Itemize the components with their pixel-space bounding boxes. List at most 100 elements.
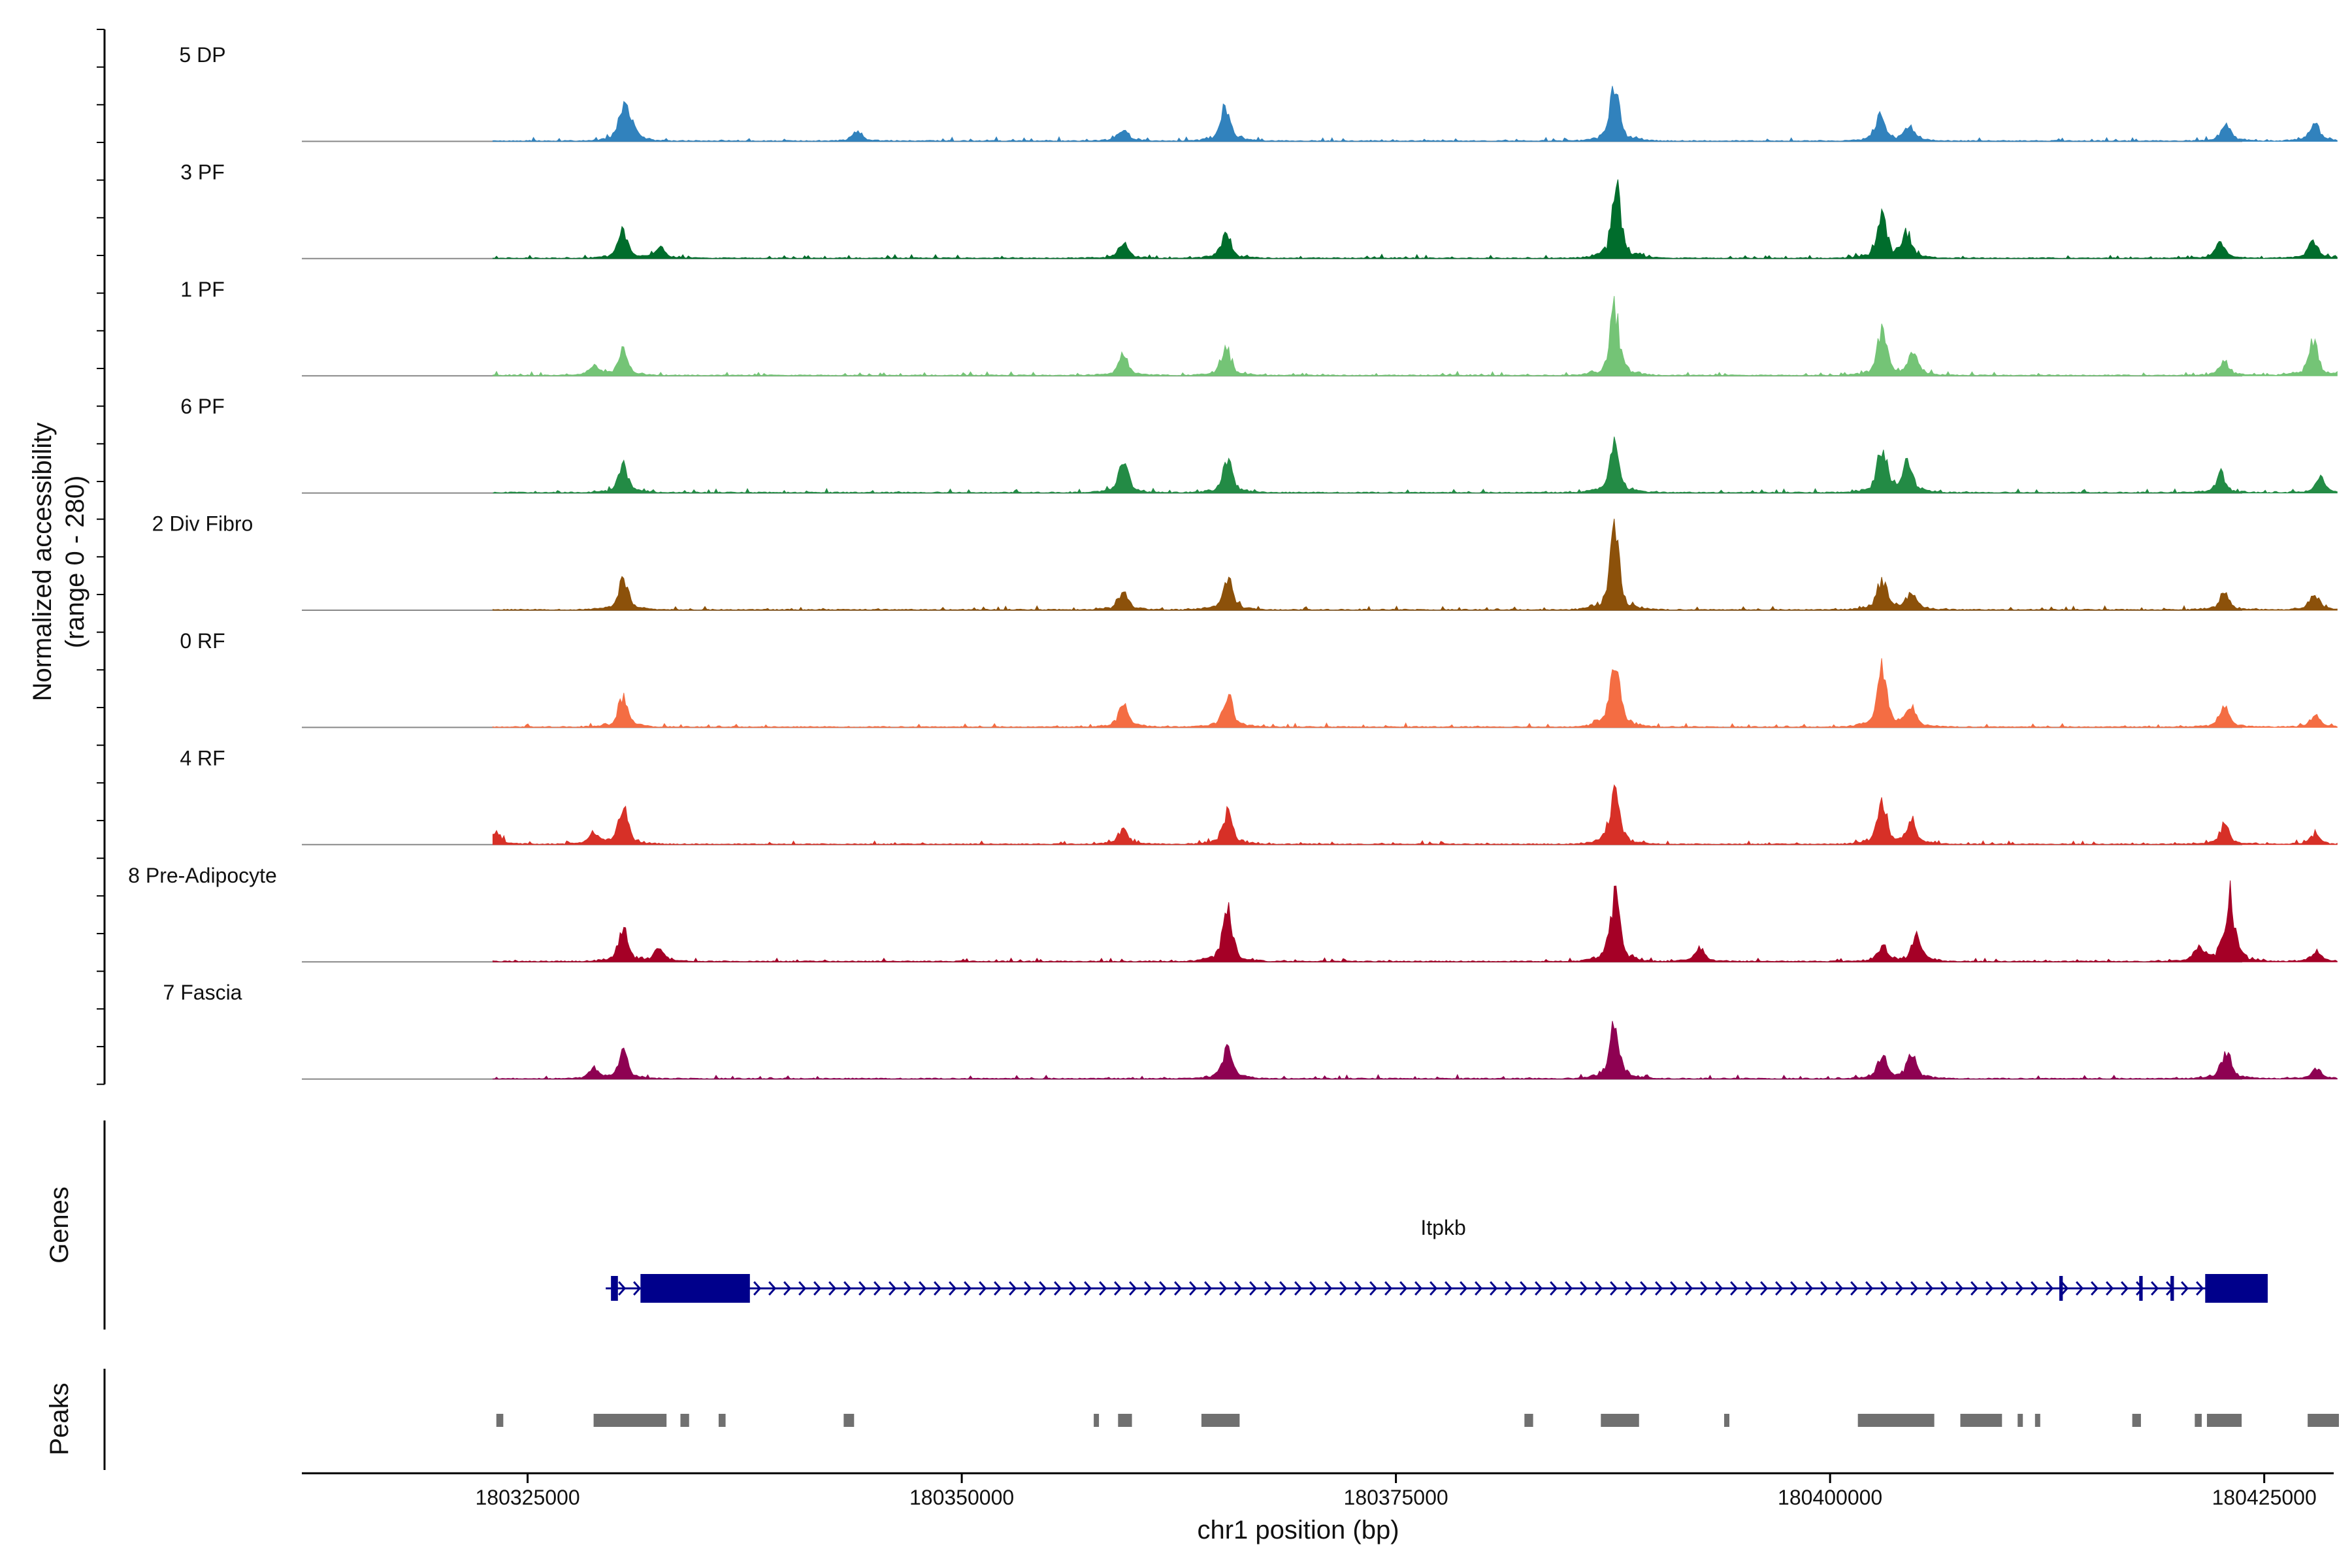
strand-arrow <box>1745 1281 1754 1296</box>
strand-arrow <box>1955 1281 1964 1296</box>
strand-arrow <box>1144 1281 1152 1296</box>
strand-arrow <box>1384 1281 1393 1296</box>
strand-arrow <box>979 1281 987 1296</box>
strand-arrow <box>994 1281 1002 1296</box>
strand-arrow <box>1835 1281 1844 1296</box>
strand-arrow <box>1715 1281 1723 1296</box>
strand-arrow <box>1249 1281 1258 1296</box>
exon <box>2059 1276 2063 1301</box>
track-2-div-fibro: 2 Div Fibro <box>152 512 2338 611</box>
track-3-pf: 3 PF <box>180 160 2338 259</box>
strand-arrow <box>1895 1281 1904 1296</box>
strand-arrow <box>1460 1281 1468 1296</box>
peak-region <box>1524 1414 1533 1427</box>
strand-arrow <box>828 1281 837 1296</box>
strand-arrow <box>1039 1281 1047 1296</box>
x-tick-label: 180325000 <box>475 1486 580 1509</box>
strand-arrow <box>1520 1281 1528 1296</box>
peak-region <box>1724 1414 1729 1427</box>
strand-arrow <box>1279 1281 1288 1296</box>
strand-arrow <box>1970 1281 1979 1296</box>
peak-region <box>1201 1414 1240 1427</box>
axes: Normalized accessibility (range 0 - 280) 1… <box>28 29 2334 1544</box>
x-tick-label: 180425000 <box>2212 1486 2317 1509</box>
peak-region <box>1118 1414 1132 1427</box>
track-label: 1 PF <box>180 278 225 301</box>
strand-arrow <box>1625 1281 1633 1296</box>
strand-arrow <box>1174 1281 1183 1296</box>
exon <box>2139 1276 2143 1301</box>
x-axis-label: chr1 position (bp) <box>1197 1516 1399 1544</box>
strand-arrow <box>2016 1281 2024 1296</box>
peak-region <box>1601 1414 1639 1427</box>
track-4-rf: 4 RF <box>180 746 2338 845</box>
strand-arrow <box>1445 1281 1453 1296</box>
strand-arrow <box>1219 1281 1228 1296</box>
strand-arrow <box>949 1281 957 1296</box>
exon <box>2170 1276 2174 1301</box>
strand-arrow <box>1640 1281 1648 1296</box>
coverage-area <box>492 1021 2338 1080</box>
track-5-dp: 5 DP <box>179 43 2338 142</box>
x-tick-label: 180400000 <box>1778 1486 1882 1509</box>
track-label: 4 RF <box>180 746 225 770</box>
gene-track: Genes Itpkb <box>45 1120 2268 1330</box>
track-6-pf: 6 PF <box>180 395 2338 494</box>
genes-label: Genes <box>45 1186 74 1264</box>
strand-arrow <box>1550 1281 1558 1296</box>
strand-arrow <box>618 1281 627 1296</box>
strand-arrow <box>1129 1281 1137 1296</box>
track-label: 5 DP <box>179 43 225 67</box>
strand-arrow <box>1054 1281 1062 1296</box>
track-label: 6 PF <box>180 395 225 418</box>
peak-region <box>2132 1414 2141 1427</box>
coverage-area <box>492 880 2338 962</box>
track-0-rf: 0 RF <box>180 629 2338 728</box>
peak-region <box>843 1414 855 1427</box>
coverage-tracks: 5 DP 3 PF 1 PF 6 PF 2 Div Fibro 0 RF 4 RF 8 Pre… <box>128 43 2338 1080</box>
coverage-area <box>493 436 2338 494</box>
strand-arrow <box>1009 1281 1017 1296</box>
strand-arrow <box>783 1281 792 1296</box>
strand-arrow <box>1264 1281 1273 1296</box>
strand-arrow <box>1309 1281 1318 1296</box>
peak-region <box>2195 1414 2202 1427</box>
coverage-area <box>492 518 2338 611</box>
peak-region <box>1094 1414 1100 1427</box>
strand-arrow <box>2001 1281 2009 1296</box>
peak-region <box>2308 1414 2339 1427</box>
strand-arrow <box>1069 1281 1077 1296</box>
strand-arrow <box>874 1281 882 1296</box>
strand-arrow <box>1475 1281 1483 1296</box>
strand-arrow <box>1535 1281 1543 1296</box>
track-label: 8 Pre-Adipocyte <box>128 864 277 887</box>
strand-arrow <box>1505 1281 1513 1296</box>
strand-arrow <box>1204 1281 1213 1296</box>
strand-arrow <box>1925 1281 1934 1296</box>
strand-arrow <box>1354 1281 1363 1296</box>
strand-arrow <box>2031 1281 2039 1296</box>
strand-arrow <box>964 1281 972 1296</box>
peak-region <box>593 1414 667 1427</box>
coverage-area <box>492 784 2338 845</box>
strand-arrow <box>1790 1281 1799 1296</box>
track-1-pf: 1 PF <box>180 278 2338 377</box>
strand-arrow <box>1760 1281 1769 1296</box>
exon <box>611 1276 618 1301</box>
strand-arrow <box>1805 1281 1814 1296</box>
strand-arrow <box>1670 1281 1678 1296</box>
coverage-area <box>492 658 2338 728</box>
track-label: 2 Div Fibro <box>152 512 253 536</box>
strand-arrow <box>1399 1281 1408 1296</box>
coverage-area <box>492 179 2338 259</box>
x-tick-label: 180375000 <box>1344 1486 1448 1509</box>
coverage-area <box>492 296 2338 376</box>
strand-arrow <box>1234 1281 1243 1296</box>
coverage-area <box>492 86 2338 142</box>
strand-arrow <box>919 1281 927 1296</box>
strand-arrow <box>1324 1281 1333 1296</box>
strand-arrow <box>1429 1281 1438 1296</box>
peak-track: Peaks <box>45 1369 2339 1470</box>
strand-arrow <box>1865 1281 1874 1296</box>
